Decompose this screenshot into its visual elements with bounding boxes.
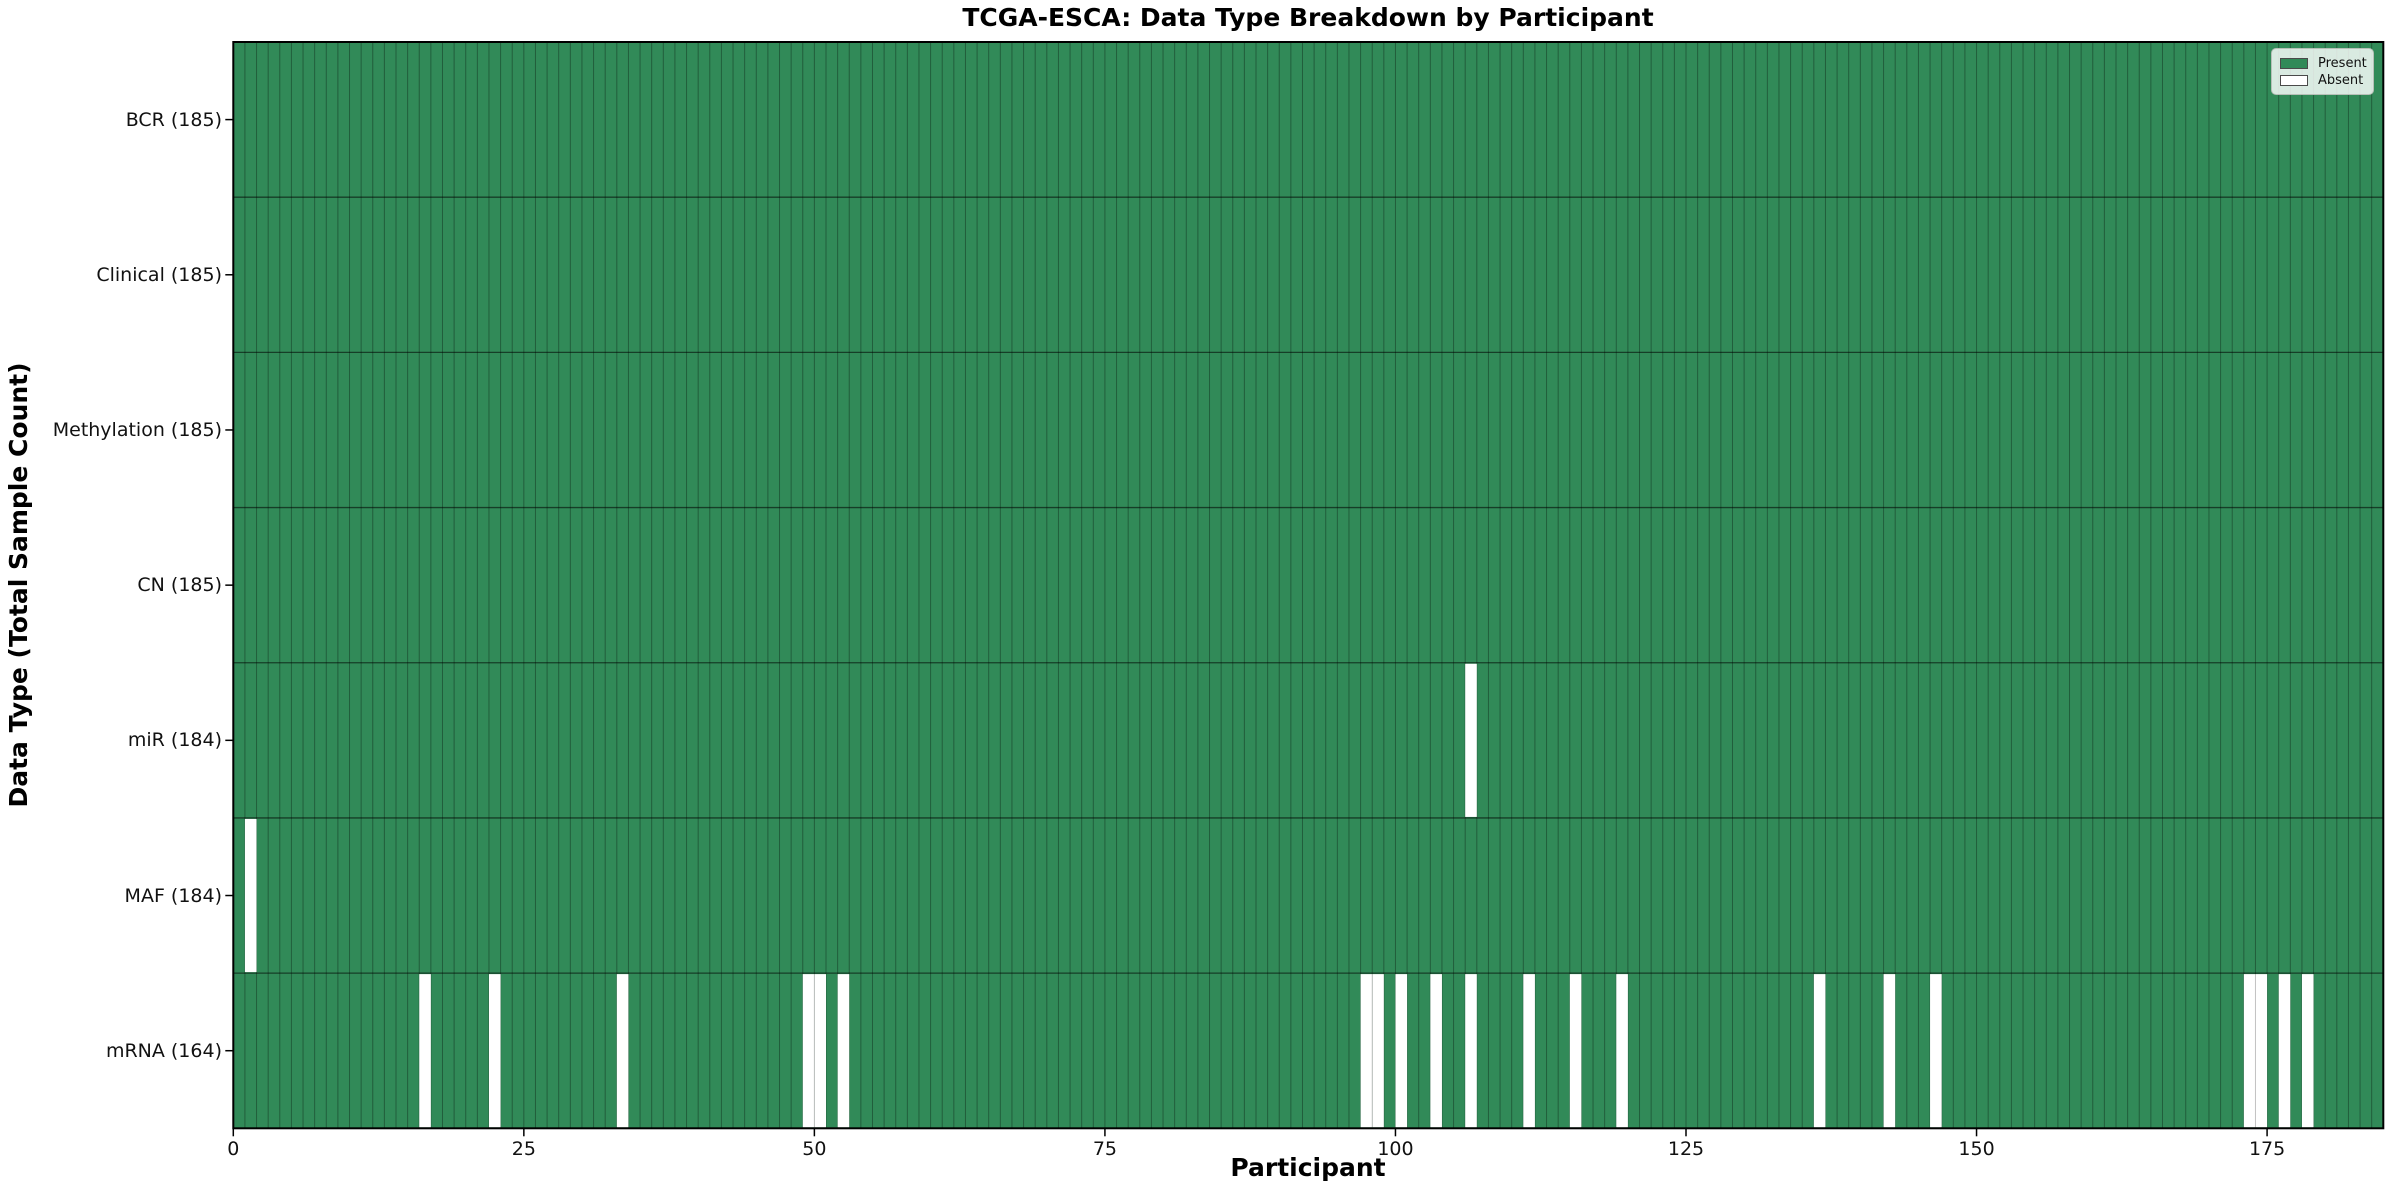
absent-cell (2301, 974, 2314, 1128)
absent-cell (1883, 974, 1896, 1128)
present-cells-background (233, 42, 2384, 1129)
y-tick-label: Clinical (185) (96, 263, 222, 286)
legend: Present Absent (2271, 48, 2374, 95)
chart-title: TCGA-ESCA: Data Type Breakdown by Partic… (962, 3, 1654, 32)
absent-cell (837, 974, 850, 1128)
absent-cell (1465, 974, 1477, 1128)
absent-cell (1360, 974, 1373, 1128)
absent-cell (616, 974, 629, 1128)
x-tick-label: 125 (1667, 1138, 1705, 1160)
legend-label: Absent (2318, 73, 2364, 88)
absent-cell (1930, 974, 1942, 1128)
absent-cell (1430, 974, 1442, 1128)
x-tick-label: 100 (1377, 1138, 1414, 1160)
legend-label: Present (2318, 56, 2367, 71)
x-tick-label: 150 (1958, 1138, 1995, 1160)
y-tick-label: CN (185) (137, 574, 222, 597)
absent-cell (1569, 974, 1582, 1128)
legend-swatch-icon (2280, 75, 2308, 86)
absent-cell (1523, 974, 1535, 1128)
legend-item: Absent (2280, 72, 2365, 89)
absent-cell (2278, 974, 2291, 1128)
x-axis-label: Participant (1230, 1153, 1386, 1182)
y-tick-label: miR (184) (127, 729, 222, 752)
y-tick-label: Methylation (185) (52, 418, 222, 441)
x-tick-label: 50 (802, 1138, 827, 1160)
absent-cell (1372, 974, 1384, 1128)
absent-cell (488, 974, 501, 1128)
absent-cell (2255, 974, 2268, 1128)
legend-item: Present (2280, 55, 2367, 72)
absent-cell (814, 974, 827, 1128)
absent-cell (1465, 663, 1477, 817)
absent-cell (1616, 974, 1628, 1128)
x-tick-label: 25 (511, 1138, 536, 1160)
y-tick-label: MAF (184) (124, 884, 222, 907)
y-tick-label: mRNA (164) (105, 1039, 222, 1062)
absent-cell (802, 974, 815, 1128)
y-tick-label: BCR (185) (125, 108, 222, 131)
x-tick-label: 0 (227, 1138, 240, 1160)
absent-cell (1395, 974, 1408, 1128)
absent-cell (2243, 974, 2256, 1128)
legend-swatch-icon (2280, 58, 2308, 69)
x-tick-label: 75 (1092, 1138, 1117, 1160)
x-tick-label: 175 (2248, 1138, 2286, 1160)
absent-cell (244, 818, 257, 973)
absent-cell (419, 974, 431, 1128)
absent-cell (1813, 974, 1826, 1128)
